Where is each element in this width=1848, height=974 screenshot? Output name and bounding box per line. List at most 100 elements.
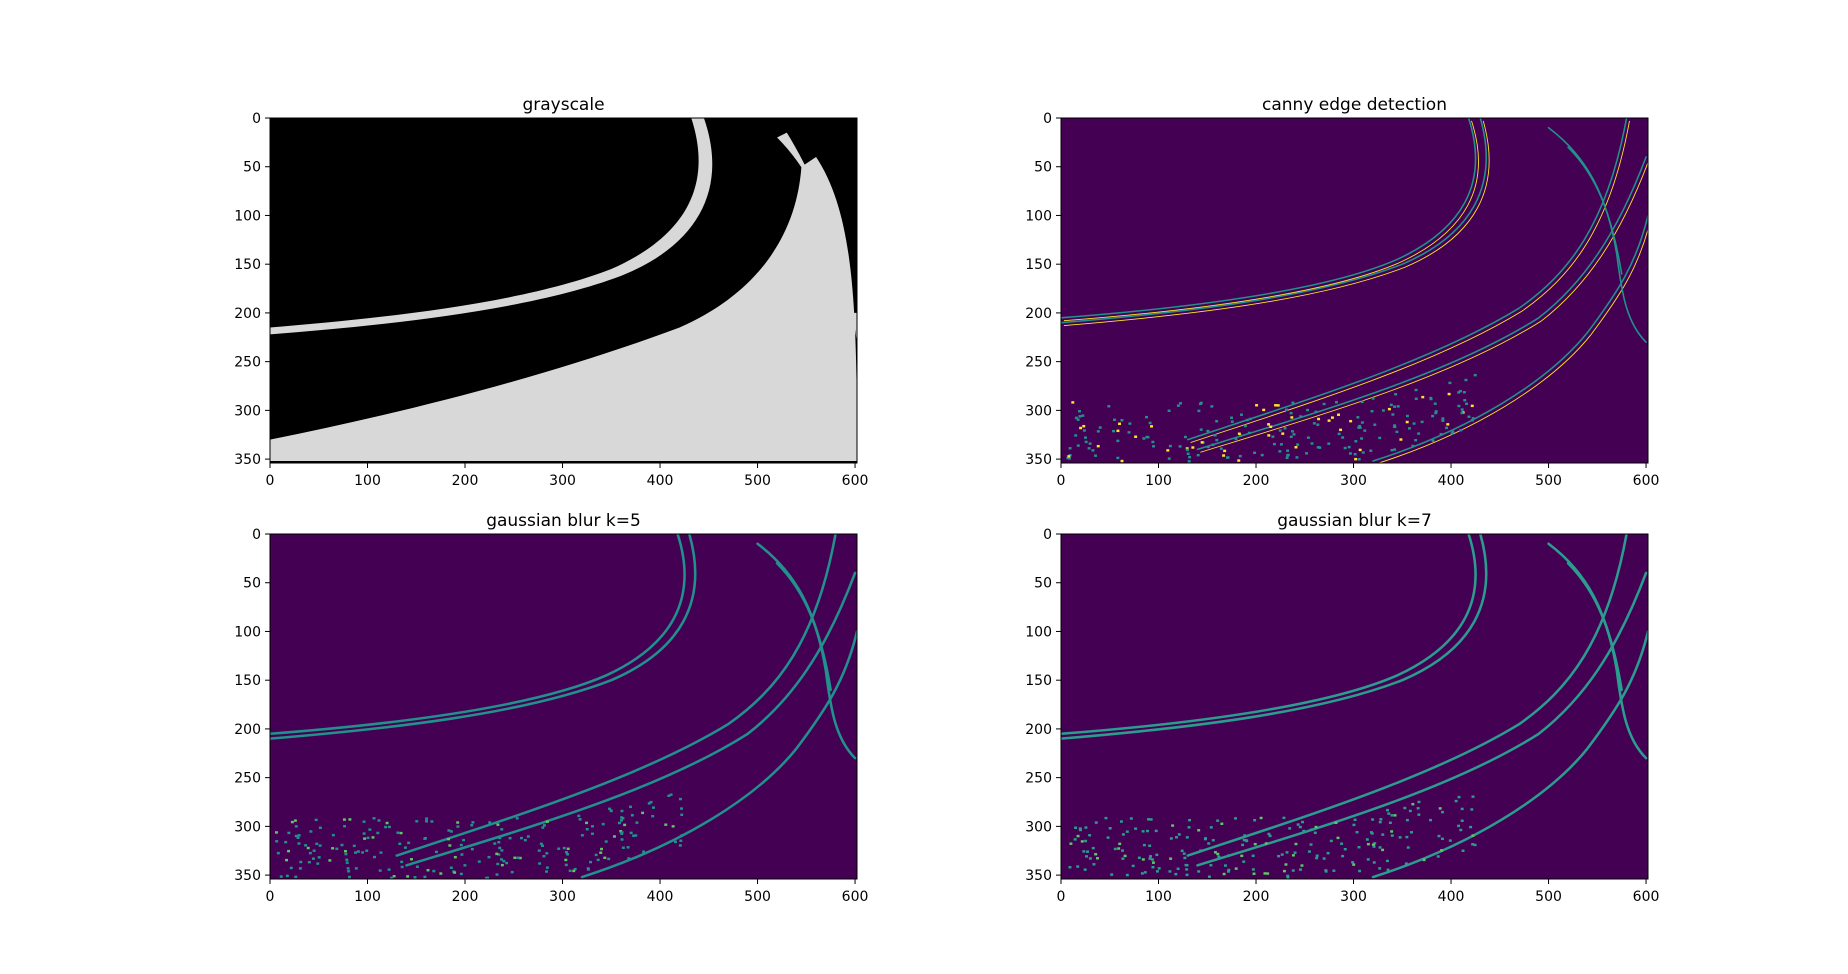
edge-speckle [1291, 401, 1295, 404]
y-tick-label: 300 [1025, 819, 1052, 835]
edge-speckle [619, 830, 623, 833]
edge-speckle [1123, 854, 1127, 858]
edge-speckle [285, 874, 289, 878]
edge-speckle [1307, 850, 1311, 853]
edge-speckle [342, 818, 346, 821]
edge-speckle [1082, 424, 1086, 428]
edge-speckle [378, 869, 382, 872]
edge-speckle [1294, 842, 1298, 846]
edge-speckle [1083, 868, 1087, 871]
edge-speckle [1286, 876, 1290, 879]
y-tick-label: 0 [1043, 111, 1052, 127]
edge-speckle [545, 852, 549, 855]
edge-speckle [1411, 444, 1415, 448]
edge-speckle [456, 821, 460, 824]
edge-speckle [1291, 430, 1294, 433]
edge-speckle [1088, 857, 1092, 860]
edge-speckle [1366, 858, 1370, 861]
edge-speckle [362, 832, 366, 835]
edge-speckle [1146, 829, 1149, 833]
edge-speckle [1209, 864, 1213, 867]
edge-speckle [1166, 449, 1170, 452]
edge-speckle [1134, 827, 1138, 830]
edge-speckle [1448, 381, 1452, 385]
edge-speckle [285, 858, 288, 862]
edge-speckle [407, 841, 411, 845]
edge-speckle [1078, 827, 1082, 830]
edge-speckle [343, 825, 347, 828]
edge-speckle [390, 876, 394, 879]
edge-speckle [1371, 843, 1375, 846]
subplot-title: grayscale [522, 95, 604, 115]
edge-speckle [1268, 834, 1272, 838]
edge-speckle [679, 839, 683, 842]
edge-speckle [1117, 847, 1121, 850]
edge-speckle [1357, 845, 1361, 849]
edge-speckle [308, 851, 312, 855]
edge-speckle [425, 817, 429, 820]
edge-speckle [1269, 425, 1273, 429]
image-content [270, 534, 857, 879]
edge-speckle [373, 855, 377, 859]
image-area [1061, 534, 1648, 879]
edge-speckle [1330, 416, 1334, 419]
edge-speckle [1259, 816, 1263, 820]
subplot-gaussian-blur-k-5: gaussian blur k=5 0 100 200 300 400 500 600 0 50 1… [234, 511, 868, 905]
edge-speckle [496, 823, 500, 826]
edge-speckle [298, 867, 302, 870]
edge-speckle [1470, 419, 1474, 422]
y-tick-label: 200 [1025, 722, 1052, 738]
x-tick-label: 400 [647, 473, 674, 489]
edge-speckle [1284, 863, 1288, 866]
edge-speckle [400, 865, 404, 869]
edge-speckle [1176, 404, 1180, 407]
edge-speckle [1288, 827, 1292, 830]
edge-speckle [680, 807, 683, 810]
edge-speckle [1071, 401, 1075, 404]
image-content [1061, 534, 1648, 879]
y-tick-label: 100 [234, 208, 261, 224]
edge-speckle [1237, 459, 1241, 462]
x-tick-label: 500 [744, 473, 771, 489]
edge-speckle [1286, 449, 1290, 452]
edge-speckle [1358, 424, 1362, 428]
edge-speckle [290, 820, 294, 824]
edge-line-bright [1377, 227, 1648, 463]
edge-speckle [1167, 457, 1171, 460]
edge-speckle [1121, 833, 1125, 836]
edge-speckle [1112, 429, 1116, 433]
y-tick-label: 200 [234, 306, 261, 322]
edge-speckle [1215, 438, 1219, 442]
edge-speckle [1149, 818, 1153, 821]
edge-speckle [1076, 834, 1080, 838]
edge-speckle [678, 797, 682, 801]
edge-speckle [340, 843, 344, 847]
edge-speckle [1088, 834, 1092, 837]
edge-speckle [1445, 426, 1448, 430]
edge-speckle [621, 846, 625, 849]
edge-speckle [495, 873, 499, 876]
edge-speckle [642, 850, 646, 853]
image-area [270, 534, 857, 879]
edge-speckle [423, 836, 427, 840]
edge-speckle [297, 834, 301, 837]
edge-speckle [293, 819, 297, 822]
edge-speckle [1441, 810, 1444, 814]
edge-speckle [1121, 857, 1125, 860]
edge-speckle [1381, 848, 1385, 852]
edge-speckle [607, 857, 611, 861]
edge-speckle [1248, 417, 1252, 421]
edge-speckle [362, 820, 366, 823]
edge-speckle [1378, 867, 1382, 870]
edge-speckle [460, 853, 464, 856]
edge-speckle [1366, 842, 1370, 846]
edge-speckle [1420, 420, 1424, 424]
edge-speckle [1407, 427, 1411, 430]
edge-speckle [1299, 415, 1303, 418]
edge-speckle [289, 866, 293, 870]
edge-speckle [1360, 437, 1364, 440]
edge-speckle [1334, 821, 1338, 825]
edge-speckle [284, 840, 288, 844]
edge-speckle [1417, 800, 1421, 804]
edge-speckle [1363, 429, 1367, 432]
